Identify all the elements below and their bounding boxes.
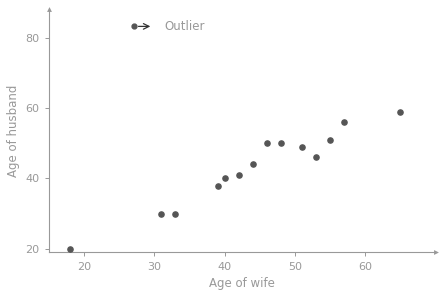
Point [327,137,334,142]
Point [299,144,306,149]
Y-axis label: Age of husband: Age of husband [7,85,20,177]
Text: Outlier: Outlier [165,20,205,33]
Point [277,141,284,146]
Point [312,155,320,160]
Point [214,183,221,188]
Point [235,173,242,177]
Point [340,120,348,124]
X-axis label: Age of wife: Age of wife [209,277,275,290]
Point [158,211,165,216]
Point [249,162,256,167]
Point [397,109,404,114]
Point [263,141,270,146]
Point [66,247,73,251]
Point [172,211,179,216]
Point [221,176,228,181]
